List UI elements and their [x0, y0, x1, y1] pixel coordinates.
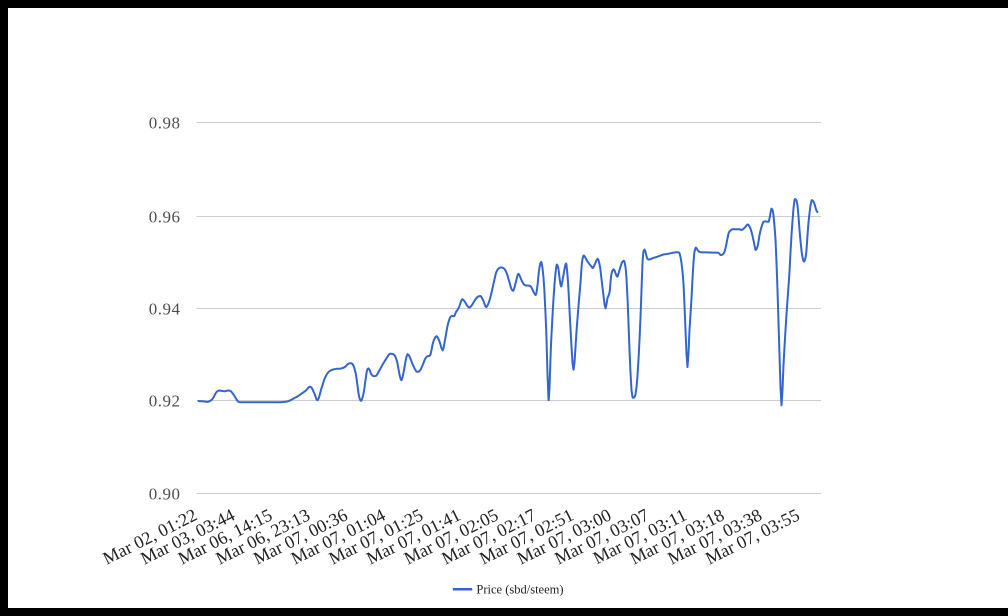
svg-text:Price (sbd/steem): Price (sbd/steem)	[476, 583, 563, 597]
svg-text:0.94: 0.94	[149, 299, 181, 318]
svg-text:0.92: 0.92	[149, 391, 181, 410]
svg-text:0.96: 0.96	[149, 207, 181, 226]
svg-text:0.90: 0.90	[149, 484, 181, 503]
svg-text:0.98: 0.98	[149, 113, 181, 132]
